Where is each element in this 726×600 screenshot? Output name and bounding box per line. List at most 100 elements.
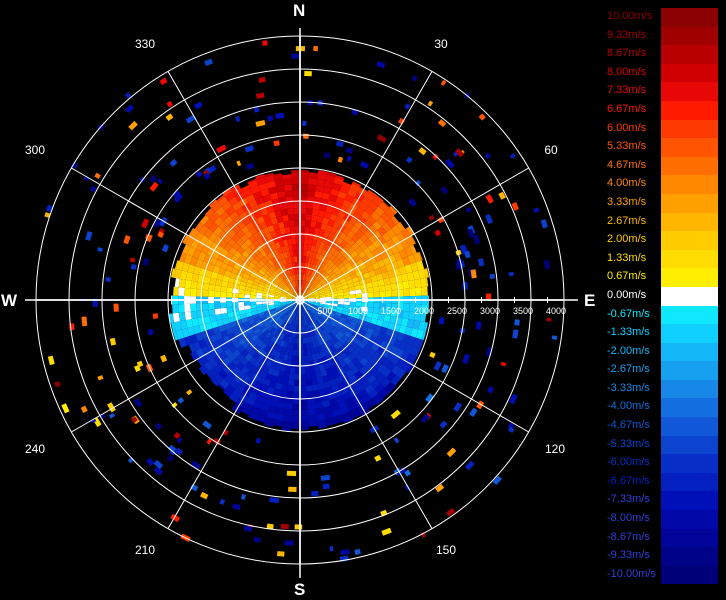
echo-bin xyxy=(300,286,302,293)
echo-bin xyxy=(339,316,347,322)
echo-bin xyxy=(335,175,345,180)
echo-bin xyxy=(543,259,551,270)
echo-bin xyxy=(377,279,385,287)
echo-bin xyxy=(407,335,417,346)
echo-bin xyxy=(467,228,475,239)
echo-bin xyxy=(340,313,348,319)
echo-bin xyxy=(274,304,281,309)
echo-bin xyxy=(300,379,306,386)
legend-swatch xyxy=(661,565,718,585)
echo-bin xyxy=(317,287,324,292)
echo-bin xyxy=(335,283,342,289)
echo-bin xyxy=(336,272,344,278)
echo-bin xyxy=(202,289,209,297)
legend-swatch xyxy=(661,286,718,306)
echo-bin xyxy=(250,301,257,306)
echo-bin xyxy=(252,400,263,410)
echo-bin xyxy=(208,303,215,310)
echo-bin xyxy=(232,242,241,251)
echo-bin xyxy=(251,284,259,290)
echo-bin xyxy=(256,295,263,299)
legend-row: 9.33m/s xyxy=(605,26,718,46)
echo-bin xyxy=(320,330,326,338)
echo-bin xyxy=(403,288,410,297)
echo-bin xyxy=(300,170,310,173)
echo-bin xyxy=(286,342,291,349)
echo-bin xyxy=(218,369,228,380)
echo-bin xyxy=(261,257,268,265)
echo-bin xyxy=(183,335,193,346)
echo-bin xyxy=(227,361,237,371)
echo-bin xyxy=(235,384,245,394)
echo-bin xyxy=(278,311,285,317)
azimuth-label: 30 xyxy=(434,37,448,51)
echo-bin xyxy=(267,268,274,275)
echo-bin xyxy=(343,321,351,328)
echo-bin xyxy=(319,241,326,249)
echo-bin xyxy=(233,329,242,337)
echo-bin xyxy=(330,226,338,235)
echo-bin xyxy=(245,369,255,379)
echo-bin xyxy=(469,407,478,418)
echo-bin xyxy=(337,330,345,338)
echo-bin xyxy=(406,364,414,374)
echo-bin xyxy=(252,247,261,256)
echo-bin xyxy=(337,381,347,390)
echo-bin xyxy=(179,320,188,330)
echo-bin xyxy=(253,255,262,263)
echo-bin xyxy=(368,356,378,366)
echo-bin xyxy=(199,235,209,245)
echo-bin xyxy=(364,277,372,284)
echo-bin xyxy=(241,341,250,350)
legend-label: 4.67m/s xyxy=(607,158,647,171)
echo-bin xyxy=(215,206,226,217)
echo-bin xyxy=(353,338,362,346)
echo-bin xyxy=(203,254,212,264)
legend-label: 2.00m/s xyxy=(607,233,647,246)
echo-bin xyxy=(363,361,373,371)
echo-bin xyxy=(401,256,411,267)
echo-bin xyxy=(189,256,199,267)
echo-bin xyxy=(329,378,338,387)
echo-bin xyxy=(191,318,200,327)
echo-bin xyxy=(351,276,359,283)
echo-bin xyxy=(292,403,300,410)
echo-bin xyxy=(214,291,221,298)
echo-bin xyxy=(222,388,232,398)
echo-bin xyxy=(390,345,399,355)
echo-bin xyxy=(291,288,296,294)
echo-bin xyxy=(364,206,375,216)
echo-bin xyxy=(310,257,316,265)
echo-bin xyxy=(202,309,210,318)
echo-bin xyxy=(184,287,191,297)
echo-bin xyxy=(353,313,361,320)
echo-bin xyxy=(331,182,342,191)
echo-bin xyxy=(359,357,369,367)
echo-bin xyxy=(289,250,294,257)
echo-bin xyxy=(89,185,97,193)
echo-bin xyxy=(390,215,400,225)
echo-bin xyxy=(260,188,270,197)
legend-label: -8.67m/s xyxy=(607,530,650,543)
echo-bin xyxy=(255,174,265,180)
echo-bin xyxy=(301,325,305,332)
echo-bin xyxy=(325,292,332,296)
echo-bin xyxy=(435,483,445,493)
echo-bin xyxy=(278,283,285,289)
echo-bin xyxy=(289,343,294,350)
echo-bin xyxy=(286,300,293,303)
echo-bin xyxy=(357,215,367,225)
echo-bin xyxy=(284,402,293,410)
echo-bin xyxy=(252,232,261,241)
echo-bin xyxy=(251,268,259,275)
echo-bin xyxy=(307,184,317,192)
echo-bin xyxy=(284,190,293,198)
echo-bin xyxy=(277,371,285,379)
echo-bin xyxy=(300,244,304,251)
echo-bin xyxy=(371,312,379,320)
echo-bin xyxy=(325,300,332,304)
echo-bin xyxy=(275,112,285,119)
echo-bin xyxy=(296,337,300,344)
echo-bin xyxy=(334,269,342,276)
echo-bin xyxy=(288,283,293,289)
